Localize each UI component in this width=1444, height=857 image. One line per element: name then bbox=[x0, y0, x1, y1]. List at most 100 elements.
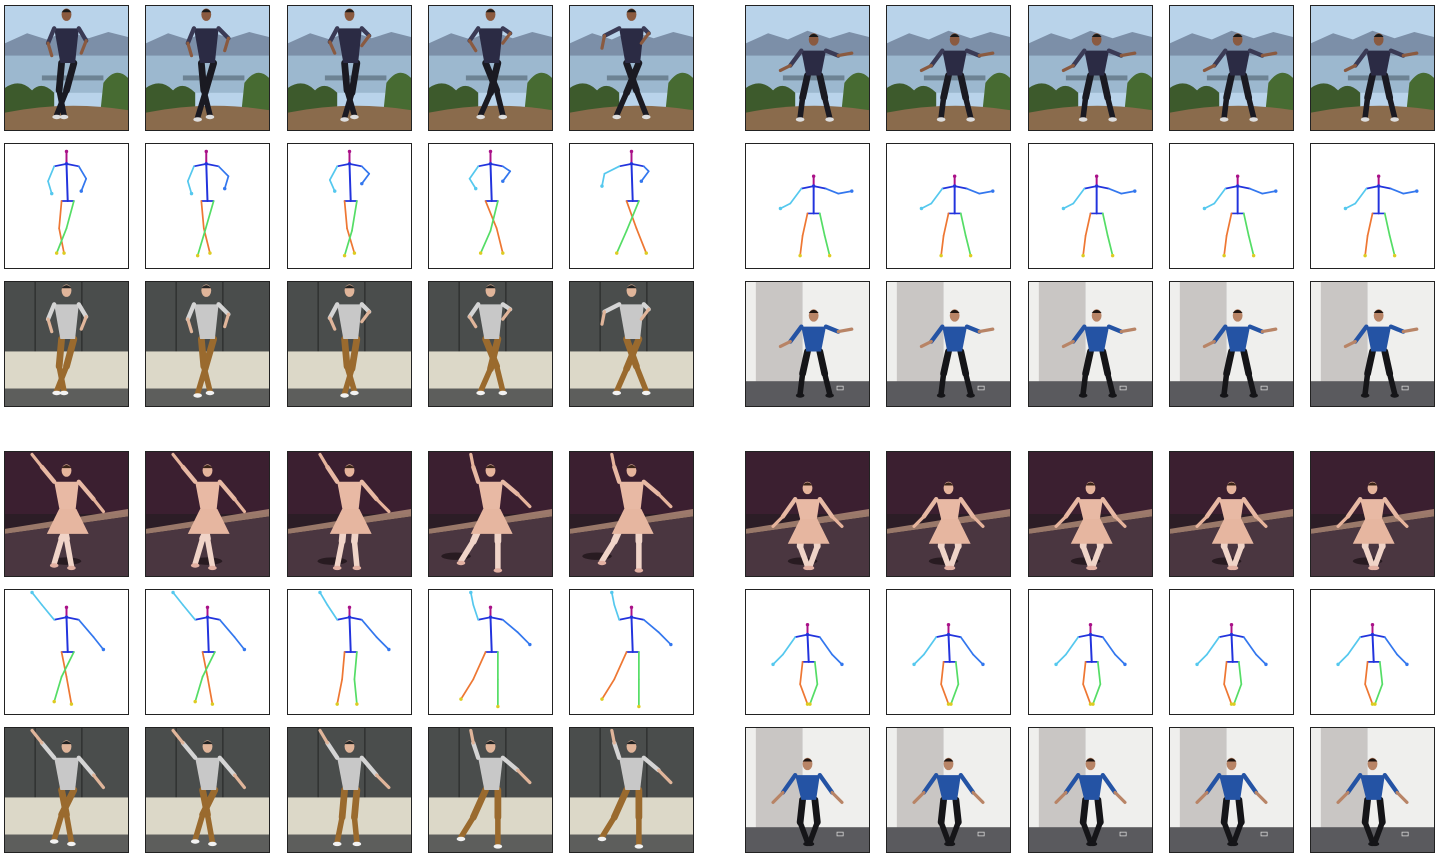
top-left-pose-skeleton-frame bbox=[569, 143, 694, 269]
top-right-pose-skeleton-frame bbox=[886, 143, 1011, 269]
bottom-left-generated-target-frame bbox=[428, 727, 553, 853]
bottom-right-source-video-frame bbox=[1310, 451, 1435, 577]
skeleton-image bbox=[30, 590, 106, 706]
top-right-pose-skeleton-frame bbox=[1169, 143, 1294, 269]
video-frame-image bbox=[5, 728, 128, 852]
top-left-pose-skeleton-frame bbox=[4, 143, 129, 269]
top-left-generated-target-frame bbox=[569, 281, 694, 407]
skeleton-image bbox=[1336, 622, 1409, 706]
bottom-left-pose-skeleton-frame bbox=[569, 589, 694, 715]
bottom-right-pose-skeleton-frame bbox=[886, 589, 1011, 715]
skeleton-image bbox=[1054, 622, 1127, 706]
bottom-left-generated-target-frame bbox=[4, 727, 129, 853]
video-frame-image bbox=[429, 452, 552, 576]
bottom-right-source-video-frame bbox=[745, 451, 870, 577]
skeleton-image bbox=[600, 149, 650, 255]
skeleton-image bbox=[919, 174, 995, 258]
skeleton-image bbox=[47, 149, 88, 255]
video-frame-image bbox=[1311, 6, 1434, 130]
video-frame-image bbox=[1170, 728, 1293, 852]
skeleton-image bbox=[600, 590, 673, 709]
video-frame-image bbox=[5, 6, 128, 130]
top-left-generated-target-frame bbox=[428, 281, 553, 407]
video-frame-image bbox=[887, 452, 1010, 576]
top-right-generated-target-frame bbox=[886, 281, 1011, 407]
bottom-right-generated-target-frame bbox=[1310, 727, 1435, 853]
skeleton-image bbox=[328, 149, 371, 258]
skeleton-image bbox=[1195, 622, 1268, 706]
top-right-generated-target-frame bbox=[1310, 281, 1435, 407]
bottom-left-pose-skeleton-frame bbox=[4, 589, 129, 715]
skeleton-image bbox=[1061, 174, 1137, 258]
bottom-left-pose-skeleton-frame bbox=[428, 589, 553, 715]
video-frame-image bbox=[1029, 728, 1152, 852]
top-left-pose-skeleton-frame bbox=[145, 143, 270, 269]
top-right-source-video-frame bbox=[1028, 5, 1153, 131]
video-frame-image bbox=[288, 728, 411, 852]
skeleton-image bbox=[171, 590, 247, 706]
top-right-generated-target-frame bbox=[1028, 281, 1153, 407]
video-frame-image bbox=[746, 452, 869, 576]
top-right-pose-skeleton-frame bbox=[1028, 143, 1153, 269]
bottom-right-generated-target-frame bbox=[745, 727, 870, 853]
video-frame-image bbox=[746, 728, 869, 852]
video-frame-image bbox=[570, 6, 693, 130]
video-frame-image bbox=[570, 728, 693, 852]
video-frame-image bbox=[1170, 452, 1293, 576]
skeleton-image bbox=[1343, 174, 1419, 258]
video-frame-image bbox=[1170, 282, 1293, 406]
skeleton-image bbox=[771, 622, 844, 706]
bottom-left-source-video-frame bbox=[428, 451, 553, 577]
video-frame-image bbox=[746, 6, 869, 130]
video-frame-image bbox=[5, 282, 128, 406]
bottom-left-pose-skeleton-frame bbox=[145, 589, 270, 715]
bottom-right-pose-skeleton-frame bbox=[1028, 589, 1153, 715]
video-frame-image bbox=[288, 282, 411, 406]
video-frame-image bbox=[1029, 452, 1152, 576]
video-frame-image bbox=[1029, 282, 1152, 406]
top-right-source-video-frame bbox=[745, 5, 870, 131]
video-frame-image bbox=[570, 452, 693, 576]
top-right-generated-target-frame bbox=[1169, 281, 1294, 407]
top-right-source-video-frame bbox=[1310, 5, 1435, 131]
bottom-right-source-video-frame bbox=[1169, 451, 1294, 577]
video-frame-image bbox=[146, 282, 269, 406]
bottom-left-generated-target-frame bbox=[287, 727, 412, 853]
video-frame-image bbox=[887, 282, 1010, 406]
video-frame-image bbox=[146, 728, 269, 852]
video-frame-image bbox=[5, 452, 128, 576]
skeleton-image bbox=[318, 590, 391, 706]
top-left-generated-target-frame bbox=[145, 281, 270, 407]
video-frame-image bbox=[288, 452, 411, 576]
top-right-source-video-frame bbox=[1169, 5, 1294, 131]
bottom-right-pose-skeleton-frame bbox=[745, 589, 870, 715]
top-left-pose-skeleton-frame bbox=[287, 143, 412, 269]
video-frame-image bbox=[746, 282, 869, 406]
top-left-source-video-frame bbox=[4, 5, 129, 131]
bottom-left-source-video-frame bbox=[287, 451, 412, 577]
bottom-left-generated-target-frame bbox=[569, 727, 694, 853]
skeleton-image bbox=[459, 590, 532, 709]
bottom-right-generated-target-frame bbox=[886, 727, 1011, 853]
top-right-generated-target-frame bbox=[745, 281, 870, 407]
skeleton-image bbox=[468, 149, 512, 255]
video-frame-image bbox=[887, 728, 1010, 852]
video-frame-image bbox=[570, 282, 693, 406]
bottom-right-source-video-frame bbox=[886, 451, 1011, 577]
bottom-left-generated-target-frame bbox=[145, 727, 270, 853]
bottom-left-source-video-frame bbox=[145, 451, 270, 577]
video-frame-image bbox=[288, 6, 411, 130]
video-frame-image bbox=[1029, 6, 1152, 130]
skeleton-image bbox=[1202, 174, 1278, 258]
top-left-source-video-frame bbox=[145, 5, 270, 131]
skeleton-image bbox=[186, 149, 230, 258]
video-frame-image bbox=[429, 282, 552, 406]
video-frame-image bbox=[1311, 452, 1434, 576]
top-left-pose-skeleton-frame bbox=[428, 143, 553, 269]
bottom-right-pose-skeleton-frame bbox=[1310, 589, 1435, 715]
bottom-left-pose-skeleton-frame bbox=[287, 589, 412, 715]
top-right-source-video-frame bbox=[886, 5, 1011, 131]
top-left-generated-target-frame bbox=[4, 281, 129, 407]
top-right-pose-skeleton-frame bbox=[745, 143, 870, 269]
bottom-left-source-video-frame bbox=[4, 451, 129, 577]
